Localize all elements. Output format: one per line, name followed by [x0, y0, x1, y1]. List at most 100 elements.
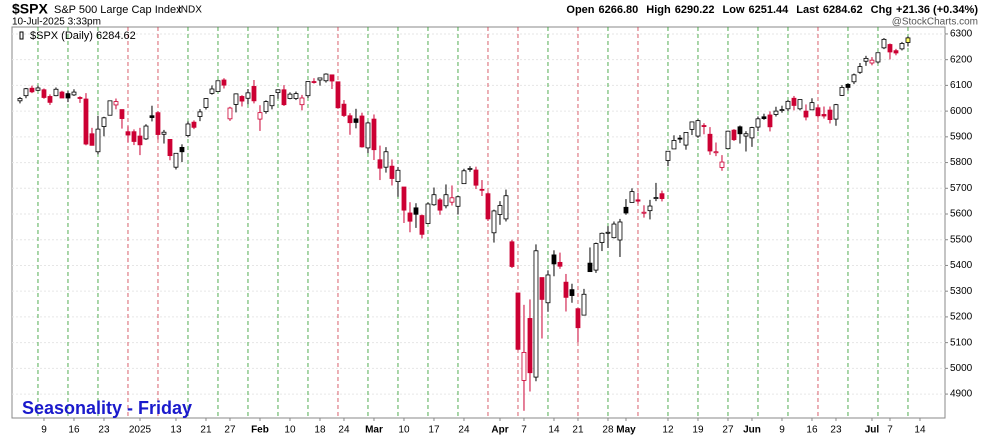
candle-body — [455, 196, 461, 207]
candle-body — [203, 98, 209, 108]
candle-body — [575, 308, 581, 329]
y-tick-label: 5500 — [950, 234, 973, 245]
candle-body — [311, 81, 317, 83]
y-tick-label: 5700 — [950, 183, 973, 194]
x-tick-label: 27 — [224, 425, 236, 436]
candle-body — [449, 197, 455, 203]
candle-body — [227, 107, 233, 120]
candle-body — [761, 116, 767, 119]
candle-body — [845, 83, 851, 88]
y-tick-label: 5900 — [950, 131, 973, 142]
y-tick-label: 6300 — [950, 29, 973, 40]
x-tick-label: Jun — [743, 425, 761, 436]
candle-body — [185, 123, 191, 136]
candle-body — [731, 129, 737, 141]
candle-body — [701, 125, 707, 127]
x-tick-label: 23 — [830, 425, 842, 436]
candle-body — [23, 88, 29, 97]
y-tick-label: 5300 — [950, 286, 973, 297]
candle-body — [713, 151, 719, 154]
candle-body — [659, 193, 665, 199]
candle-body — [671, 140, 677, 150]
candle-body — [215, 80, 221, 92]
x-tick-label: 24 — [458, 425, 470, 436]
candle-body — [425, 203, 431, 224]
legend: $SPX (Daily) 6284.62 — [30, 30, 136, 42]
candle-body — [287, 93, 293, 99]
y-tick-label: 5200 — [950, 312, 973, 323]
legend-icon — [19, 31, 24, 40]
candle-body — [821, 114, 827, 117]
x-tick-label: 7 — [887, 425, 893, 436]
x-tick-label: 9 — [779, 425, 785, 436]
candle-body — [665, 150, 671, 161]
candle-body — [785, 100, 791, 110]
candle-body — [479, 188, 485, 191]
candle-body — [815, 107, 821, 117]
x-tick-label: 10 — [284, 425, 296, 436]
candle-body — [167, 139, 173, 157]
candle-body — [605, 231, 611, 234]
x-tick-label: 21 — [200, 425, 212, 436]
candle-body — [173, 152, 179, 168]
symbol: $SPX — [12, 1, 48, 17]
candle-body — [155, 112, 161, 135]
candle-body — [239, 96, 245, 102]
candle-body — [323, 73, 329, 82]
candle-body — [851, 74, 857, 83]
candle-body — [641, 211, 647, 214]
candle-body — [719, 161, 725, 168]
candle-body — [527, 318, 533, 374]
candle-body — [857, 66, 863, 73]
candle-body — [809, 102, 815, 111]
x-tick-label: 9 — [41, 425, 47, 436]
candle-body — [677, 137, 683, 140]
quote-label: Low — [723, 4, 745, 16]
y-tick-label: 5400 — [950, 260, 973, 271]
candle-body — [371, 118, 377, 151]
candle-body — [389, 165, 395, 179]
x-tick-label: 28 — [602, 425, 614, 436]
candle-body — [899, 43, 905, 50]
candle-body — [647, 205, 653, 212]
candle-body — [551, 254, 557, 265]
candle-body — [197, 111, 203, 117]
candle-body — [233, 93, 239, 105]
quote-label: High — [646, 4, 671, 16]
candle-body — [269, 95, 275, 107]
plot-frame — [11, 26, 946, 419]
candle-body — [299, 97, 305, 106]
candle-body — [743, 133, 749, 137]
candle-body — [17, 98, 23, 102]
candle-body — [71, 91, 77, 96]
y-tick-label: 5800 — [950, 157, 973, 168]
candle-body — [749, 127, 755, 139]
candle-body — [491, 210, 497, 234]
candle-body — [497, 205, 503, 215]
quote-value: 6266.80 — [599, 4, 639, 16]
candle-body — [245, 92, 251, 99]
candle-body — [437, 199, 443, 211]
candle-body — [755, 118, 761, 128]
quote-label: Last — [796, 4, 819, 16]
y-tick-label: 6000 — [950, 106, 973, 117]
candle-body — [113, 101, 119, 106]
candle-body — [401, 186, 407, 211]
candle-body — [29, 87, 35, 93]
candle-body — [257, 112, 263, 120]
candle-body — [593, 243, 599, 271]
x-tick-label: Apr — [491, 425, 508, 436]
candle-body — [365, 122, 371, 149]
candle-body — [293, 93, 299, 99]
candle-body — [509, 241, 515, 267]
candle-body — [695, 120, 701, 137]
candle-body — [557, 261, 563, 267]
candle-body — [869, 59, 875, 64]
candle-body — [149, 115, 155, 118]
candle-body — [587, 262, 593, 273]
x-tick-label: 14 — [548, 425, 560, 436]
quote-value: 6251.44 — [749, 4, 790, 16]
candle-body — [65, 93, 71, 99]
candle-body — [221, 79, 227, 86]
candle-body — [707, 133, 713, 152]
